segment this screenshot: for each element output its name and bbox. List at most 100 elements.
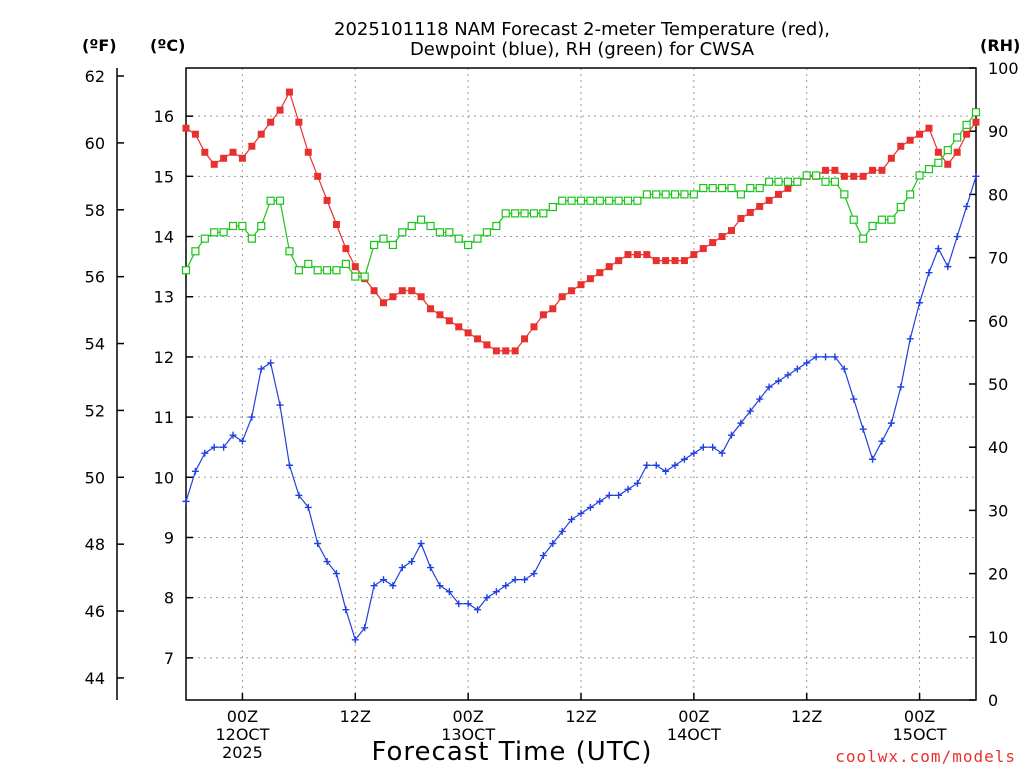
rh-point xyxy=(257,221,266,231)
rh-point xyxy=(219,228,228,237)
dewpoint-point xyxy=(370,582,378,590)
rh-point xyxy=(191,247,200,256)
x-tick-label: 00Z xyxy=(452,707,483,726)
rh-point xyxy=(520,209,529,218)
temperature-point xyxy=(304,148,312,156)
temperature-point xyxy=(916,130,924,138)
rh-point xyxy=(313,266,322,275)
fahrenheit-tick-label: 52 xyxy=(85,401,105,420)
temperature-point xyxy=(765,196,773,204)
temperature-point xyxy=(201,148,209,156)
temperature-point xyxy=(831,166,839,174)
temperature-point xyxy=(323,196,331,204)
temperature-point xyxy=(624,251,632,259)
dewpoint-point xyxy=(756,395,764,403)
temperature-point xyxy=(257,130,265,138)
dewpoint-point xyxy=(916,299,924,307)
rh-tick-label: 20 xyxy=(988,565,1008,584)
rh-point xyxy=(623,196,633,205)
dewpoint-point xyxy=(652,461,660,469)
temperature-point xyxy=(887,154,895,162)
temperature-point xyxy=(455,323,463,331)
dewpoint-point xyxy=(248,413,256,421)
temperature-point xyxy=(737,214,745,222)
rh-point xyxy=(576,196,586,205)
temperature-point xyxy=(671,257,679,265)
rh-point xyxy=(633,196,642,205)
rh-point xyxy=(746,183,755,193)
dewpoint-point xyxy=(285,461,293,469)
temperature-point xyxy=(596,269,604,277)
rh-point xyxy=(727,183,736,193)
temperature-point xyxy=(295,118,303,126)
rh-point xyxy=(859,234,868,243)
dewpoint-point xyxy=(502,582,510,590)
dewpoint-point xyxy=(633,479,641,487)
temperature-point xyxy=(906,136,914,144)
rh-point xyxy=(689,190,698,199)
celsius-tick-label: 14 xyxy=(154,228,174,247)
chart-title-line-2: Dewpoint (blue), RH (green) for CWSA xyxy=(410,39,755,60)
dewpoint-point xyxy=(944,263,952,271)
dewpoint-point xyxy=(699,443,707,451)
rh-point xyxy=(435,228,445,237)
rh-point xyxy=(670,190,680,199)
dewpoint-point xyxy=(464,600,472,608)
dewpoint-point xyxy=(615,491,623,499)
dewpoint-point xyxy=(812,353,820,361)
rh-point xyxy=(200,234,209,243)
temperature-point xyxy=(408,287,416,295)
dewpoint-point xyxy=(680,455,688,463)
x-tick-year-label: 2025 xyxy=(222,743,263,762)
celsius-tick-label: 8 xyxy=(164,589,174,608)
rh-point xyxy=(304,259,313,269)
dewpoint-point xyxy=(831,353,839,361)
dewpoint-point xyxy=(521,576,529,584)
temperature-point xyxy=(775,190,782,198)
rh-point xyxy=(445,228,454,237)
dewpoint-point xyxy=(605,491,613,499)
temperature-point xyxy=(191,130,199,138)
dewpoint-point xyxy=(539,552,547,560)
temperature-point xyxy=(822,166,830,174)
rh-point xyxy=(699,183,708,193)
rh-point xyxy=(379,234,388,243)
rh-point xyxy=(830,177,840,186)
rh-point xyxy=(417,215,426,224)
rh-point xyxy=(454,234,463,243)
temperature-series xyxy=(182,88,980,355)
dewpoint-point xyxy=(765,383,773,391)
fahrenheit-tick-label: 46 xyxy=(85,602,105,621)
rh-point xyxy=(887,215,896,224)
rh-point xyxy=(802,171,811,180)
fahrenheit-tick-label: 62 xyxy=(85,67,105,86)
celsius-tick-label: 10 xyxy=(154,468,174,487)
rh-unit-label: (RH) xyxy=(980,36,1020,55)
temperature-point xyxy=(840,172,848,180)
temperature-point xyxy=(220,154,228,162)
temperature-point xyxy=(963,130,971,138)
rh-point xyxy=(181,266,191,275)
rh-point xyxy=(322,266,332,275)
temperature-point xyxy=(944,160,952,168)
dewpoint-point xyxy=(530,570,538,578)
rh-tick-label: 50 xyxy=(988,375,1008,394)
rh-point xyxy=(915,171,924,180)
x-tick-label: 00Z xyxy=(904,707,935,726)
dewpoint-point xyxy=(934,245,942,253)
rh-point xyxy=(605,196,614,205)
temperature-point xyxy=(474,335,482,343)
rh-point xyxy=(736,190,745,199)
temperature-point xyxy=(680,257,688,265)
x-tick-label: 00Z xyxy=(227,707,258,726)
dewpoint-point xyxy=(417,540,425,548)
dewpoint-point xyxy=(427,564,435,572)
dewpoint-point xyxy=(972,172,980,180)
fahrenheit-tick-label: 50 xyxy=(85,468,105,487)
dewpoint-point xyxy=(332,570,340,578)
temperature-point xyxy=(869,166,877,174)
rh-point xyxy=(755,183,764,193)
temperature-point xyxy=(577,281,585,289)
dewpoint-point xyxy=(492,588,500,596)
dewpoint-point xyxy=(784,371,792,379)
